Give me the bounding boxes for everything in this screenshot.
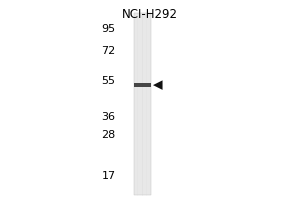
Text: 95: 95	[101, 24, 116, 34]
Text: NCI-H292: NCI-H292	[122, 8, 178, 21]
Text: 55: 55	[102, 76, 116, 86]
Text: 17: 17	[101, 171, 116, 181]
Polygon shape	[153, 80, 163, 90]
Text: 36: 36	[102, 112, 116, 122]
Bar	[134, 13, 151, 195]
Bar	[134, 83, 151, 87]
Text: 72: 72	[101, 46, 116, 56]
Text: 28: 28	[101, 130, 116, 140]
